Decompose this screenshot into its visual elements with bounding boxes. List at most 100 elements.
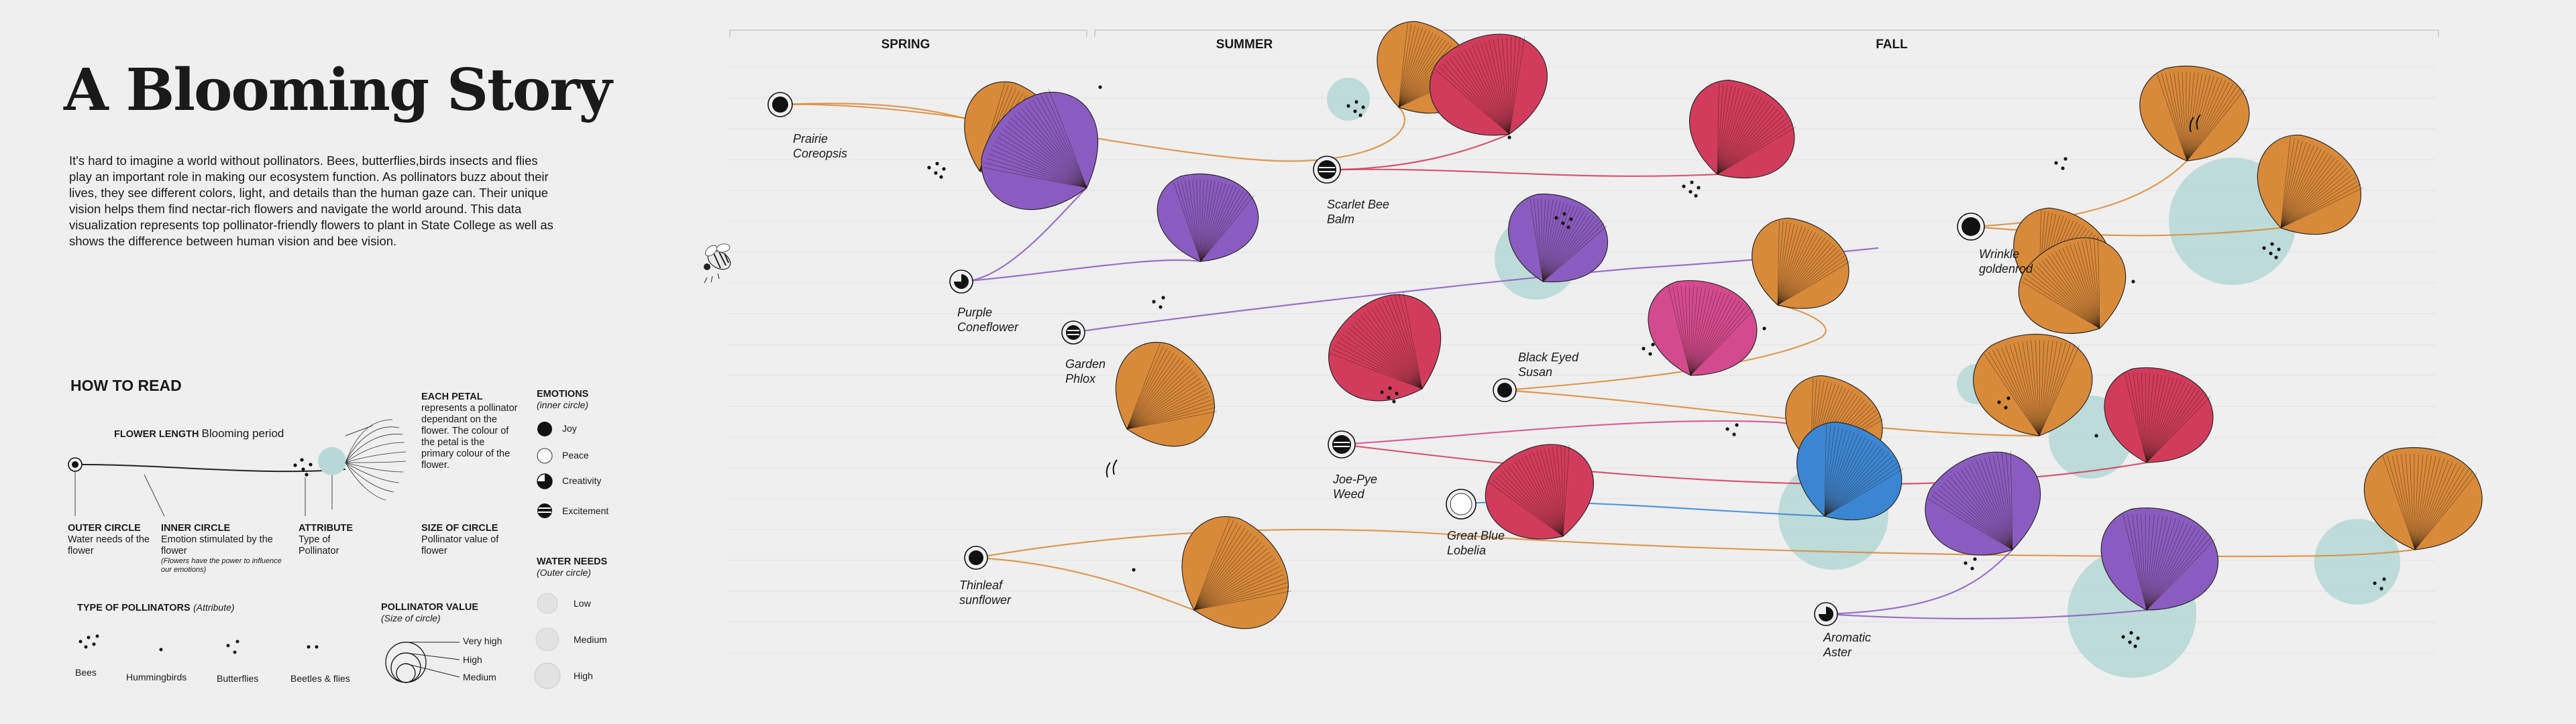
butterflies-dots bbox=[2054, 157, 2068, 170]
hummingbirds-dots-icon bbox=[159, 648, 163, 652]
each-petal-desc: represents a pollinator dependant on the… bbox=[421, 403, 518, 471]
water-high-icon bbox=[534, 662, 561, 689]
sample-stem bbox=[81, 464, 346, 473]
petal bbox=[2104, 367, 2214, 463]
flower-label-wrinkle-goldenrod: Wrinkle goldenrod bbox=[1979, 247, 2033, 276]
water-needs-subtitle: (Outer circle) bbox=[537, 567, 591, 578]
attribute-title: ATTRIBUTE bbox=[299, 523, 354, 534]
flower-label-purple-coneflower: Purple Coneflower bbox=[957, 306, 1019, 334]
water-needs-title: WATER NEEDS bbox=[537, 556, 608, 567]
outer-circle-legend: OUTER CIRCLE Water needs of the flower bbox=[68, 523, 155, 557]
petal bbox=[1648, 280, 1758, 376]
attribute-dots-layer bbox=[927, 85, 2386, 648]
water-medium-icon bbox=[535, 627, 559, 652]
page-title: A Blooming Story bbox=[64, 56, 612, 124]
hummingbird-dots bbox=[1762, 326, 1766, 330]
flower-stem bbox=[961, 187, 1087, 283]
season-brackets bbox=[729, 29, 2439, 37]
petal bbox=[2100, 507, 2218, 611]
water-medium-label: Medium bbox=[574, 634, 607, 645]
outer-circle-desc: Water needs of the flower bbox=[68, 534, 150, 556]
season-spring: SPRING bbox=[881, 38, 930, 52]
emotion-icons bbox=[537, 422, 553, 518]
sample-flower-diagram bbox=[68, 419, 407, 517]
pollinator-value-legend: POLLINATOR VALUE (Size of circle) bbox=[381, 602, 478, 624]
flower-length-desc: Blooming period bbox=[201, 427, 284, 440]
butterflies-dots bbox=[1642, 343, 1655, 356]
petal bbox=[2257, 134, 2363, 235]
excitement-emotion-node bbox=[1313, 156, 1341, 184]
petal bbox=[1181, 516, 1291, 629]
petal bbox=[2363, 447, 2483, 550]
attribute-desc: Type of Pollinator bbox=[299, 534, 339, 556]
value-medium-label: Medium bbox=[463, 672, 496, 682]
season-summer: SUMMER bbox=[1216, 38, 1273, 52]
water-low-icon bbox=[537, 593, 558, 614]
emotion-joy-label: Joy bbox=[562, 423, 577, 434]
how-to-read-heading: HOW TO READ bbox=[70, 377, 182, 394]
pollinator-hummingbirds-label: Hummingbirds bbox=[126, 672, 187, 682]
water-need-icons bbox=[534, 593, 561, 689]
petal bbox=[1752, 217, 1851, 309]
inner-circle-note: (Flowers have the power to influence our… bbox=[161, 557, 282, 574]
butterflies-dots bbox=[1725, 423, 1739, 436]
peace-emotion-node bbox=[1446, 489, 1477, 520]
flower-label-garden-phlox: Garden Phlox bbox=[1065, 357, 1106, 385]
hummingbird-dots bbox=[1132, 568, 1136, 572]
flower-stem bbox=[961, 259, 1201, 283]
petal bbox=[1485, 444, 1595, 540]
petal bbox=[2018, 237, 2127, 335]
flower-stem bbox=[780, 103, 1405, 162]
pollinator-value-circle bbox=[1327, 78, 1370, 121]
pollinator-value-circles-layer bbox=[1327, 78, 2400, 678]
bees-dots bbox=[2121, 631, 2140, 648]
summer-bracket bbox=[1094, 29, 1395, 37]
bees-dots bbox=[1682, 180, 1701, 198]
beetle-marks bbox=[2189, 114, 2201, 133]
bees-dots bbox=[927, 162, 946, 179]
petal bbox=[981, 88, 1099, 210]
creativity-icon bbox=[537, 473, 553, 489]
flower-label-prairie-coreopsis: Prairie Coreopsis bbox=[793, 132, 848, 160]
excitement-icon bbox=[537, 503, 552, 518]
sample-inner-circle bbox=[72, 461, 78, 468]
bees-dots-icon bbox=[78, 634, 99, 649]
petal bbox=[1796, 421, 1904, 520]
petal bbox=[1115, 342, 1218, 447]
flower-stem bbox=[1504, 304, 1827, 391]
pollinator-value-title: POLLINATOR VALUE bbox=[381, 602, 478, 613]
petal bbox=[1157, 173, 1259, 262]
bees-dots bbox=[1346, 100, 1365, 117]
hummingbird-dots bbox=[2131, 280, 2135, 284]
pollinator-butterflies-label: Butterflies bbox=[217, 673, 259, 684]
pollinator-value-circle bbox=[2314, 519, 2400, 605]
flower-stem bbox=[1341, 420, 1843, 464]
creativity-emotion-node bbox=[1814, 602, 1838, 626]
bees-dots bbox=[1380, 386, 1399, 404]
butterflies-dots bbox=[1152, 296, 1165, 309]
sample-value-circle bbox=[318, 447, 346, 475]
joy-icon bbox=[537, 422, 552, 436]
size-title: SIZE OF CIRCLE bbox=[421, 523, 498, 534]
beetle-marks bbox=[1106, 459, 1118, 478]
inner-circle-desc: Emotion stimulated by the flower bbox=[161, 534, 273, 556]
flower-stem bbox=[1340, 133, 1510, 171]
each-petal-title: EACH PETAL bbox=[421, 391, 483, 402]
beetles-dots-icon bbox=[307, 645, 319, 649]
water-needs-legend: WATER NEEDS (Outer circle) bbox=[537, 556, 607, 579]
butterflies-dots bbox=[2373, 577, 2386, 591]
flower-label-aromatic-aster: Aromatic Aster bbox=[1823, 631, 1872, 659]
petal bbox=[1925, 450, 2041, 556]
bees-dots bbox=[2262, 242, 2281, 259]
hummingbird-dots bbox=[1098, 85, 1102, 89]
sample-attribute-dots bbox=[293, 458, 313, 477]
petal bbox=[2139, 66, 2250, 162]
emotion-peace-label: Peace bbox=[562, 450, 589, 461]
pollinator-dot-icons bbox=[78, 634, 319, 654]
petal bbox=[1973, 334, 2093, 436]
flower-label-black-eyed-susan: Black Eyed Susan bbox=[1518, 351, 1579, 379]
hummingbird-dots bbox=[2094, 434, 2098, 438]
inner-circle-legend: INNER CIRCLE Emotion stimulated by the f… bbox=[161, 523, 288, 575]
bee-icon bbox=[704, 243, 731, 284]
pollinator-beetles-label: Beetles & flies bbox=[290, 673, 350, 684]
